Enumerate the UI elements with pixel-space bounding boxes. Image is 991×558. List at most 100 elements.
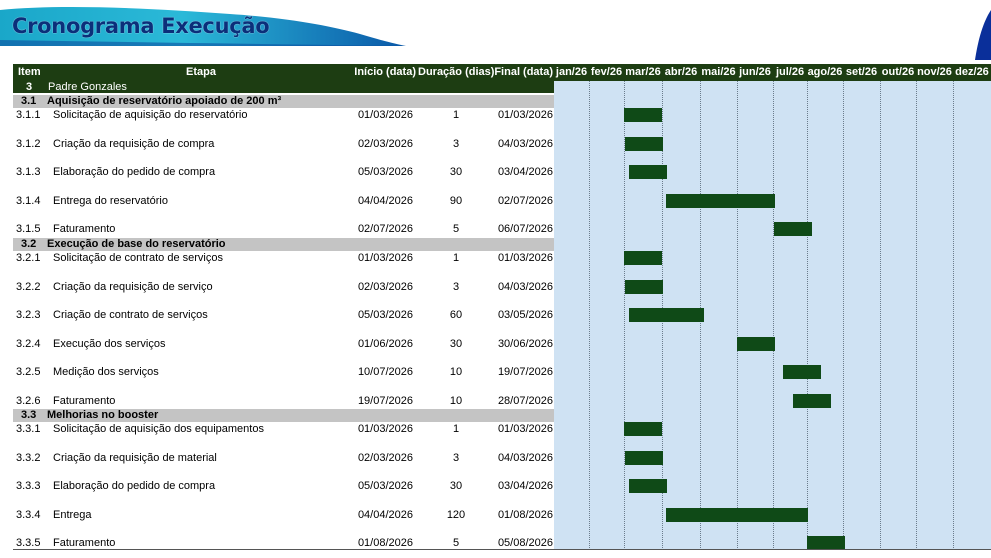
task-row: 3.1.4 Entrega do reservatório 04/04/2026 90… xyxy=(13,179,554,208)
gantt-bar xyxy=(624,108,662,122)
schedule-sheet: Item Etapa Início (data) Duração (dias) … xyxy=(13,64,991,550)
task-row: 3.2.3 Criação de contrato de serviços 05/0… xyxy=(13,294,554,323)
task-row: 3.2.6 Faturamento 19/07/2026 10 28/07/2026 xyxy=(13,379,554,408)
task-end: 01/03/2026 xyxy=(497,423,553,435)
month-header: ago/26 xyxy=(807,64,843,81)
task-row: 3.1.1 Solicitação de aquisição do reserva… xyxy=(13,108,554,122)
project-row: 3 Padre Gonzales xyxy=(13,81,554,93)
task-start: 02/03/2026 xyxy=(357,451,413,464)
task-end: 01/03/2026 xyxy=(497,109,553,121)
task-row: 3.1.3 Elaboração do pedido de compra 05/03… xyxy=(13,151,554,180)
task-row: 3.3.2 Criação da requisição de material 02… xyxy=(13,436,554,465)
task-end: 04/03/2026 xyxy=(497,280,553,293)
page-title: Cronograma Execução xyxy=(12,14,270,38)
task-duration: 3 xyxy=(452,137,460,150)
month-gridline xyxy=(843,81,844,550)
task-end: 19/07/2026 xyxy=(497,366,553,378)
section-name: Aquisição de reservatório apoiado de 200… xyxy=(47,95,282,107)
month-gridline xyxy=(916,81,917,550)
task-end: 02/07/2026 xyxy=(497,194,553,207)
gantt-bar xyxy=(737,336,775,351)
section-row: 3.1 Aquisição de reservatório apoiado de … xyxy=(13,95,554,108)
task-start: 01/03/2026 xyxy=(357,109,413,121)
task-name: Faturamento xyxy=(53,223,116,235)
month-header: mai/26 xyxy=(700,64,737,81)
month-header: dez/26 xyxy=(953,64,991,81)
task-name: Medição dos serviços xyxy=(53,366,159,378)
task-row: 3.3.3 Elaboração do pedido de compra 05/03… xyxy=(13,465,554,494)
month-gridline xyxy=(737,81,738,550)
task-item: 3.3.2 xyxy=(16,451,41,464)
section-item: 3.2 xyxy=(21,238,37,250)
task-duration: 3 xyxy=(452,280,460,293)
gantt-bar xyxy=(625,279,663,294)
gantt-bar xyxy=(666,507,808,522)
task-duration: 1 xyxy=(452,109,460,121)
month-gridline xyxy=(773,81,774,550)
month-gridline xyxy=(624,81,625,550)
task-end: 03/04/2026 xyxy=(497,480,553,492)
month-header: fev/26 xyxy=(589,64,624,81)
section-row: 3.3 Melhorias no booster xyxy=(13,409,554,422)
gantt-bar xyxy=(793,393,831,408)
task-start: 02/03/2026 xyxy=(357,137,413,150)
task-row: 3.2.5 Medição dos serviços 10/07/2026 10 19/… xyxy=(13,351,554,380)
section-name: Melhorias no booster xyxy=(47,409,159,421)
task-duration: 60 xyxy=(449,309,463,321)
month-header: nov/26 xyxy=(916,64,953,81)
task-end: 28/07/2026 xyxy=(497,394,553,407)
task-item: 3.1.5 xyxy=(16,223,41,235)
task-item: 3.3.5 xyxy=(16,537,41,549)
task-start: 05/03/2026 xyxy=(357,480,413,492)
task-start: 01/03/2026 xyxy=(357,423,413,435)
task-start: 10/07/2026 xyxy=(357,366,413,378)
task-row: 3.2.4 Execução dos serviços 01/06/2026 30 30… xyxy=(13,322,554,351)
task-end: 01/03/2026 xyxy=(497,252,553,264)
task-duration: 30 xyxy=(449,480,463,492)
task-row: 3.1.2 Criação da requisição de compra 02/0… xyxy=(13,122,554,151)
month-gridline xyxy=(880,81,881,550)
task-name: Execução dos serviços xyxy=(53,337,166,350)
task-name: Faturamento xyxy=(53,537,116,549)
section-name: Execução de base do reservatório xyxy=(47,238,226,250)
month-header: abr/26 xyxy=(662,64,700,81)
task-start: 05/03/2026 xyxy=(357,166,413,178)
task-item: 3.1.4 xyxy=(16,194,41,207)
month-gridline xyxy=(953,81,954,550)
project-item: 3 xyxy=(26,81,33,93)
task-start: 05/03/2026 xyxy=(357,309,413,321)
task-row: 3.3.1 Solicitação de aquisição dos equipa… xyxy=(13,422,554,436)
task-item: 3.2.1 xyxy=(16,252,41,264)
gantt-bar xyxy=(783,365,821,379)
task-end: 04/03/2026 xyxy=(497,137,553,150)
header-etapa: Etapa xyxy=(59,64,343,81)
gantt-bar xyxy=(807,536,845,550)
table-bottom-border xyxy=(13,549,991,550)
task-item: 3.2.6 xyxy=(16,394,41,407)
header-duracao: Duração (dias) xyxy=(418,64,494,81)
month-header: mar/26 xyxy=(624,64,662,81)
gantt-bar xyxy=(624,422,662,436)
task-row: 3.1.5 Faturamento 02/07/2026 5 06/07/2026 xyxy=(13,208,554,237)
task-duration: 5 xyxy=(452,223,460,235)
task-row: 3.3.4 Entrega 04/04/2026 120 01/08/2026 xyxy=(13,493,554,522)
month-header: jun/26 xyxy=(737,64,773,81)
task-name: Elaboração do pedido de compra xyxy=(53,166,216,178)
task-item: 3.3.4 xyxy=(16,508,41,521)
task-name: Entrega do reservatório xyxy=(53,194,168,207)
task-item: 3.1.3 xyxy=(16,166,41,178)
task-duration: 5 xyxy=(452,537,460,549)
task-item: 3.1.1 xyxy=(16,109,41,121)
gantt-bar xyxy=(625,136,663,151)
month-header: set/26 xyxy=(843,64,880,81)
task-duration: 1 xyxy=(452,423,460,435)
task-start: 19/07/2026 xyxy=(357,394,413,407)
gantt-bar xyxy=(774,222,812,236)
task-row: 3.3.5 Faturamento 01/08/2026 5 05/08/2026 xyxy=(13,522,554,551)
month-gridline xyxy=(807,81,808,550)
month-header: jan/26 xyxy=(554,64,589,81)
month-header: out/26 xyxy=(880,64,916,81)
task-start: 01/06/2026 xyxy=(357,337,413,350)
task-name: Faturamento xyxy=(53,394,116,407)
task-end: 30/06/2026 xyxy=(497,337,553,350)
